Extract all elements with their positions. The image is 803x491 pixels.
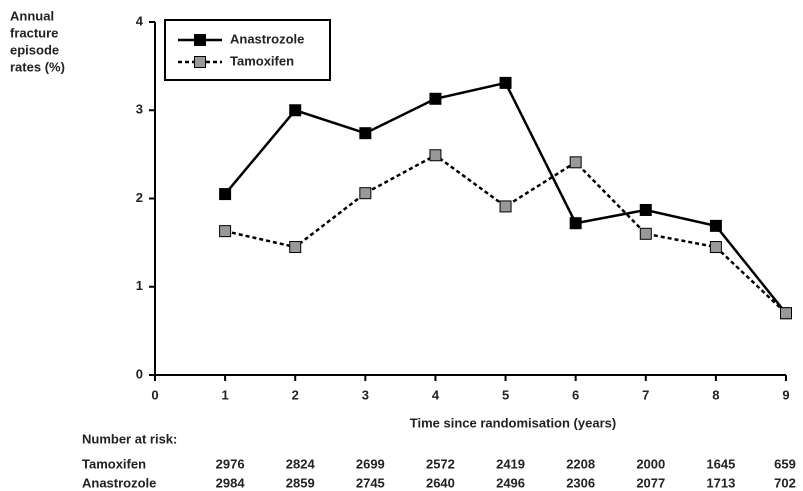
y-axis-title: rates (%)	[10, 59, 65, 74]
y-tick-label: 0	[136, 366, 143, 381]
data-point	[569, 156, 582, 169]
x-axis-title: Time since randomisation (years)	[410, 415, 616, 430]
x-tick-label: 0	[151, 387, 158, 402]
risk-value: 2699	[356, 456, 385, 471]
risk-value: 2496	[496, 475, 525, 490]
x-tick-label: 4	[432, 387, 440, 402]
risk-value: 2077	[636, 475, 665, 490]
legend-label: Tamoxifen	[230, 53, 294, 68]
data-point	[709, 219, 722, 232]
risk-value: 1713	[706, 475, 735, 490]
data-point	[289, 241, 302, 254]
risk-row-name: Tamoxifen	[82, 456, 146, 471]
data-point	[499, 200, 512, 213]
legend-marker	[194, 34, 206, 46]
data-point	[639, 227, 652, 240]
data-point	[639, 203, 652, 216]
risk-value: 2984	[216, 475, 246, 490]
series-line	[224, 81, 787, 315]
legend-box	[164, 19, 331, 81]
x-tick-label: 5	[502, 387, 509, 402]
risk-value: 2859	[286, 475, 315, 490]
y-tick-label: 3	[136, 102, 143, 117]
x-tick-label: 9	[782, 387, 789, 402]
y-axis-title: fracture	[10, 25, 58, 40]
legend-marker	[194, 56, 206, 68]
y-tick-label: 1	[136, 278, 143, 293]
y-tick-label: 4	[136, 13, 144, 28]
risk-value: 659	[774, 456, 796, 471]
risk-value: 702	[774, 475, 796, 490]
x-tick-label: 2	[292, 387, 299, 402]
risk-value: 2824	[286, 456, 316, 471]
data-point	[219, 188, 232, 201]
x-tick-label: 8	[712, 387, 719, 402]
data-point	[219, 225, 232, 238]
data-point	[429, 149, 442, 162]
data-point	[359, 187, 372, 200]
data-point	[499, 76, 512, 89]
risk-value: 2419	[496, 456, 525, 471]
data-point	[289, 104, 302, 117]
data-point	[780, 307, 792, 320]
series-line	[224, 153, 787, 315]
legend-label: Anastrozole	[230, 31, 304, 46]
risk-table-title: Number at risk:	[82, 431, 177, 446]
data-point	[359, 127, 372, 140]
risk-value: 2745	[356, 475, 385, 490]
risk-value: 2976	[216, 456, 245, 471]
risk-value: 2640	[426, 475, 455, 490]
risk-value: 2572	[426, 456, 455, 471]
data-point	[569, 217, 582, 230]
y-axis-title: Annual	[10, 8, 54, 23]
x-tick-label: 6	[572, 387, 579, 402]
risk-value: 1645	[706, 456, 735, 471]
risk-value: 2306	[566, 475, 595, 490]
data-point	[709, 241, 722, 254]
x-tick-label: 1	[221, 387, 228, 402]
data-point	[429, 92, 442, 105]
y-tick-label: 2	[136, 190, 143, 205]
x-tick-label: 3	[362, 387, 369, 402]
risk-value: 2000	[636, 456, 665, 471]
risk-value: 2208	[566, 456, 595, 471]
y-axis-title: episode	[10, 42, 59, 57]
x-tick-label: 7	[642, 387, 649, 402]
risk-row-name: Anastrozole	[82, 475, 156, 490]
